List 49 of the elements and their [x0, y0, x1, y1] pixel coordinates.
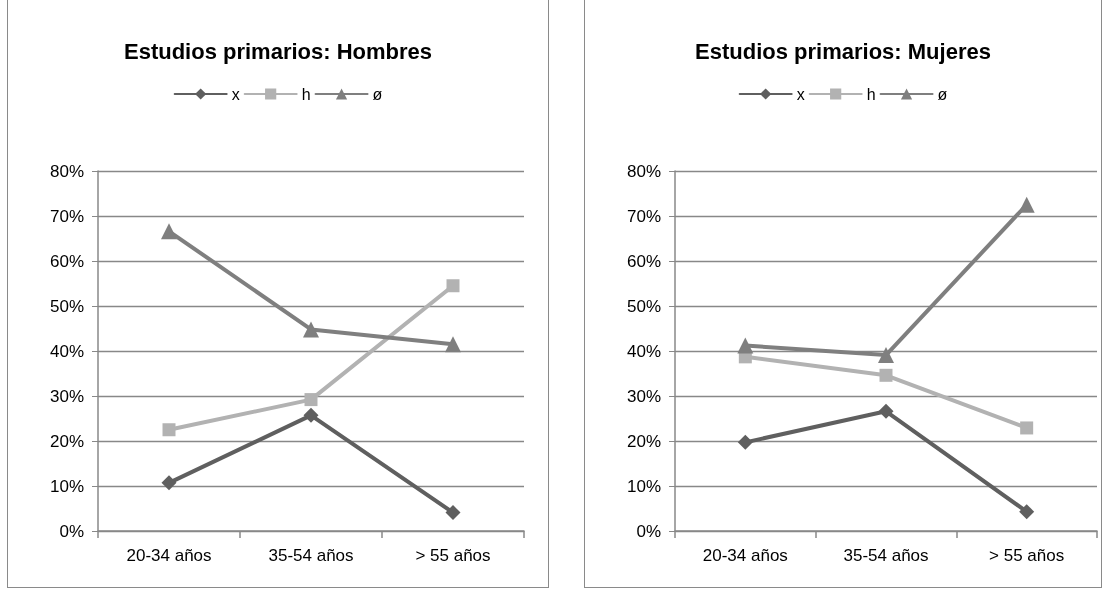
y-tick-label: 70% — [626, 206, 661, 226]
x-tick-label: 35-54 años — [843, 546, 929, 565]
point — [303, 321, 319, 338]
point — [737, 434, 753, 450]
x-tick-label: > 55 años — [989, 546, 1065, 565]
y-tick-label: 70% — [49, 206, 84, 226]
point — [162, 423, 176, 437]
point — [303, 407, 319, 423]
y-tick-label: 40% — [626, 341, 661, 361]
y-tick-label: 10% — [626, 476, 661, 496]
legend-label: x — [231, 85, 240, 103]
point — [878, 347, 894, 364]
point — [446, 279, 460, 293]
y-tick-label: 20% — [49, 431, 84, 451]
legend-label: h — [866, 85, 876, 103]
point — [878, 403, 894, 419]
point — [879, 368, 893, 382]
point — [1019, 504, 1035, 520]
chart-title: Estudios primarios: Mujeres — [695, 38, 991, 64]
y-tick-label: 0% — [636, 521, 661, 541]
chart-title: Estudios primarios: Hombres — [123, 38, 433, 64]
point — [445, 505, 461, 521]
point — [304, 393, 318, 407]
y-tick-label: 60% — [626, 251, 661, 271]
y-tick-label: 50% — [626, 296, 661, 316]
y-tick-label: 30% — [49, 386, 84, 406]
point — [737, 337, 754, 354]
x-tick-label: 20-34 años — [702, 546, 788, 565]
point — [445, 336, 461, 353]
y-tick-label: 20% — [626, 431, 661, 451]
legend-label: ø — [937, 85, 948, 103]
y-tick-label: 40% — [49, 341, 84, 361]
x-tick-label: 35-54 años — [268, 546, 354, 565]
legend-label: ø — [372, 85, 383, 103]
point — [161, 223, 177, 240]
x-tick-label: > 55 años — [415, 546, 491, 565]
legend-label: h — [301, 85, 311, 103]
y-tick-label: 0% — [59, 521, 84, 541]
point — [161, 475, 177, 491]
y-tick-label: 60% — [49, 251, 84, 271]
y-tick-label: 10% — [49, 476, 84, 496]
point — [1018, 196, 1035, 213]
y-tick-label: 80% — [49, 161, 84, 181]
y-tick-label: 80% — [626, 161, 661, 181]
y-tick-label: 30% — [626, 386, 661, 406]
point — [1020, 421, 1034, 435]
legend-label: x — [796, 85, 805, 103]
y-tick-label: 50% — [49, 296, 84, 316]
x-tick-label: 20-34 años — [126, 546, 212, 565]
